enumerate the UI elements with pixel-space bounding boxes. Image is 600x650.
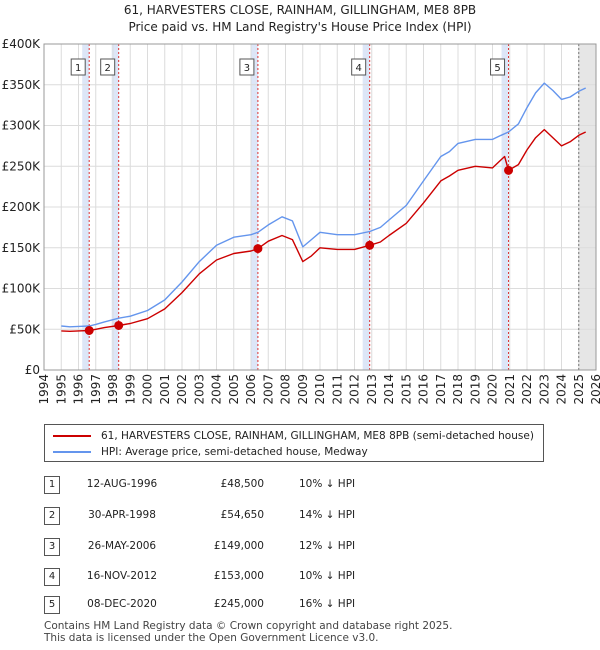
price-chart: 1 2 3 4 5 £0 £50K £100K £150K £200K £250K £300K £350… [2,37,600,405]
footer: Contains HM Land Registry data © Crown c… [44,620,452,644]
x-tick-label: 2006 [244,374,258,405]
x-tick-label: 1997 [89,374,103,405]
transaction-marker: 5 [44,596,60,614]
y-tick-label: £400K [2,37,42,51]
transaction-date: 12-AUG-1996 [86,478,158,490]
x-tick-label: 2021 [503,374,517,405]
legend: 61, HARVESTERS CLOSE, RAINHAM, GILLINGHA… [44,424,544,462]
x-tick-label: 2003 [192,374,206,405]
transaction-hpi-diff: 10% ↓ HPI [299,570,356,582]
sale-point [365,240,375,250]
y-tick-label: £200K [2,200,42,214]
transaction-hpi-diff: 12% ↓ HPI [299,540,356,552]
transaction-price: £54,650 [220,509,264,521]
transaction-price: £245,000 [213,598,264,610]
x-tick-label: 2018 [451,374,465,405]
y-tick-label: £50K [9,322,41,336]
x-tick-label: 1998 [106,374,120,405]
chart-title: 61, HARVESTERS CLOSE, RAINHAM, GILLINGHA… [123,3,477,17]
transaction-row: 4 16-NOV-2012 £153,000 10% ↓ HPI [44,568,564,586]
x-tick-label: 2023 [537,374,551,405]
legend-item-hpi: HPI: Average price, semi-detached house,… [53,446,368,458]
sale-point [84,325,94,335]
transaction-hpi-diff: 16% ↓ HPI [299,598,356,610]
sale-number-box [100,58,116,76]
series-line-property [61,128,587,332]
x-tick-label: 2015 [399,374,413,405]
sale-point [114,320,124,330]
x-tick-label: 2016 [417,374,431,405]
sale-number-label: 4 [355,63,361,74]
x-tick-label: 1994 [37,374,51,405]
transaction-price: £48,500 [220,478,264,490]
transaction-marker: 3 [44,538,60,556]
x-tick-label: 2000 [141,374,155,405]
x-tick-label: 1996 [72,374,86,405]
sale-number-label: 3 [244,63,250,74]
sale-number-box [239,58,255,76]
x-tick-label: 2025 [572,374,586,405]
transaction-date: 16-NOV-2012 [86,570,158,582]
y-tick-label: £100K [2,282,42,296]
transaction-marker: 1 [44,476,60,494]
x-tick-label: 2014 [382,374,396,405]
transaction-marker: 2 [44,507,60,525]
transaction-row: 3 26-MAY-2006 £149,000 12% ↓ HPI [44,538,564,556]
sale-number-label: 5 [494,63,500,74]
y-tick-label: £300K [2,119,42,133]
sale-number-label: 2 [105,63,111,74]
y-tick-label: £350K [2,78,42,92]
x-tick-label: 1999 [123,374,137,405]
license-notice: This data is licensed under the Open Gov… [44,632,379,644]
copyright-notice: Contains HM Land Registry data © Crown c… [44,620,453,632]
transaction-row: 2 30-APR-1998 £54,650 14% ↓ HPI [44,507,564,525]
x-tick-label: 2009 [296,374,310,405]
transaction-date: 30-APR-1998 [88,509,156,521]
legend-swatch-property [53,435,91,437]
x-tick-label: 2002 [175,374,189,405]
x-tick-label: 2011 [330,374,344,405]
x-tick-label: 2019 [468,374,482,405]
x-tick-label: 2026 [589,374,600,405]
transaction-price: £149,000 [213,540,264,552]
x-tick-label: 2020 [486,374,500,405]
y-tick-label: £0 [25,363,40,377]
x-tick-label: 2017 [434,374,448,405]
transaction-date: 26-MAY-2006 [87,540,157,552]
x-tick-label: 2007 [261,374,275,405]
legend-item-property: 61, HARVESTERS CLOSE, RAINHAM, GILLINGHA… [53,430,534,442]
sale-number-box [351,58,367,76]
y-tick-label: £150K [2,241,42,255]
legend-label-hpi: HPI: Average price, semi-detached house,… [101,446,368,458]
x-tick-label: 2012 [348,374,362,405]
y-tick-label: £250K [2,159,42,173]
sale-point [253,244,263,254]
x-tick-label: 2005 [227,374,241,405]
plot-frame [43,43,597,371]
sale-number-label: 1 [75,63,81,74]
x-tick-label: 2001 [158,374,172,405]
legend-swatch-hpi [53,451,91,453]
legend-label-property: 61, HARVESTERS CLOSE, RAINHAM, GILLINGHA… [101,430,534,442]
chart-subtitle: Price paid vs. HM Land Registry's House … [128,20,472,34]
x-tick-label: 2004 [210,374,224,405]
sale-point [504,165,514,175]
transaction-price: £153,000 [213,570,264,582]
transaction-row: 5 08-DEC-2020 £245,000 16% ↓ HPI [44,596,564,614]
x-tick-label: 2008 [279,374,293,405]
series-line-hpi [61,82,587,328]
transaction-date: 08-DEC-2020 [87,598,157,610]
sale-number-box [490,58,506,76]
transaction-hpi-diff: 14% ↓ HPI [299,509,356,521]
x-tick-label: 2013 [365,374,379,405]
transaction-row: 1 12-AUG-1996 £48,500 10% ↓ HPI [44,476,564,494]
x-tick-label: 1995 [54,374,68,405]
x-tick-label: 2010 [313,374,327,405]
x-tick-label: 2024 [555,374,569,405]
x-tick-label: 2022 [520,374,534,405]
sale-number-box [70,58,86,76]
transaction-marker: 4 [44,568,60,586]
transaction-hpi-diff: 10% ↓ HPI [299,478,356,490]
